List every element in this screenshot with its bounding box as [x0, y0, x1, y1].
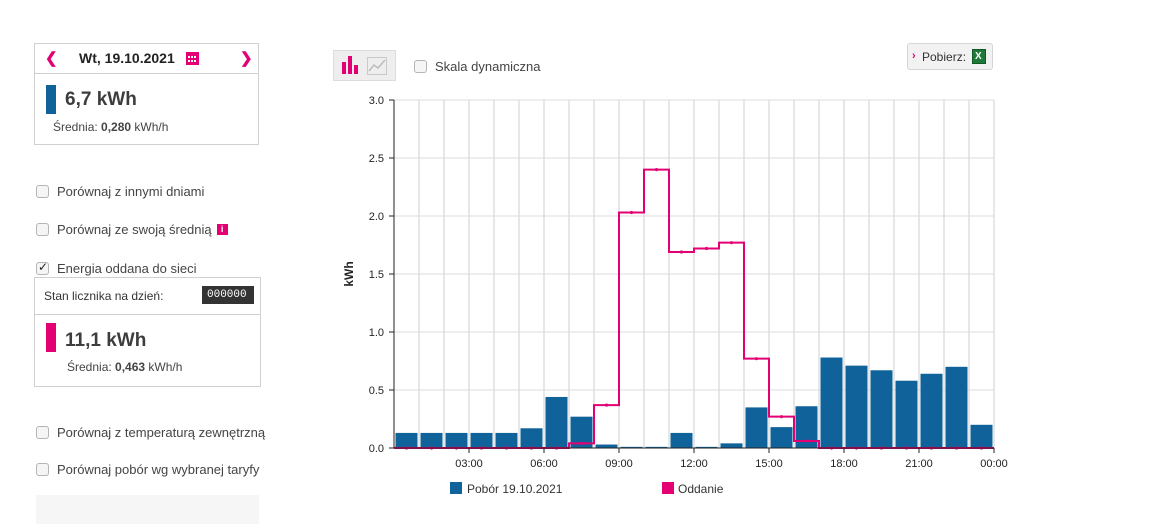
consumption-bar [495, 432, 518, 448]
excel-icon[interactable]: X [972, 49, 986, 64]
chart-type-toggle [333, 50, 396, 81]
checkmark-icon: ✓ [38, 260, 49, 275]
consumption-bar [645, 446, 668, 448]
returned-energy-point [629, 210, 634, 215]
x-tick-label: 18:00 [830, 458, 858, 470]
returned-energy-point [579, 441, 584, 445]
panel-footer-area [36, 495, 259, 524]
info-icon[interactable]: i [216, 224, 228, 236]
y-tick-label: 1.0 [369, 327, 384, 339]
x-tick-label: 21:00 [905, 458, 933, 470]
y-tick-label: 3.0 [369, 95, 384, 107]
consumption-bar [595, 444, 618, 448]
compare-days-checkbox[interactable] [36, 185, 49, 199]
returned-energy-point [679, 250, 684, 254]
x-tick-label: 03:00 [455, 458, 483, 470]
energy-returned-option[interactable]: ✓ Energia oddana do sieci [36, 260, 197, 277]
selected-date: Wt, 19.10.2021 [79, 50, 175, 66]
y-tick-label: 1.5 [369, 269, 384, 281]
x-tick-label: 06:00 [530, 458, 558, 470]
compare-tariff-checkbox[interactable] [36, 463, 49, 477]
meter-reading-label: Stan licznika na dzień: [44, 289, 164, 303]
returned-color-marker [46, 323, 56, 352]
consumption-average: Średnia: 0,280 kWh/h [53, 120, 169, 134]
compare-average-checkbox[interactable] [36, 223, 49, 237]
meter-reading-row: Stan licznika na dzień: 000000 [35, 278, 260, 315]
y-tick-label: 2.5 [369, 153, 384, 165]
consumption-bar [970, 424, 993, 448]
consumption-total: 6,7 kWh [65, 89, 137, 110]
consumption-bar [895, 380, 918, 448]
consumption-bar [820, 357, 843, 448]
date-summary-box: ❮ Wt, 19.10.2021 ❯ 6,7 kWh Średnia: 0,28… [34, 43, 259, 145]
consumption-bar [745, 407, 768, 448]
y-tick-label: 0.5 [369, 385, 384, 397]
x-tick-label: 15:00 [755, 458, 783, 470]
compare-temperature-checkbox[interactable] [36, 426, 49, 440]
consumption-bar [845, 365, 868, 448]
compare-tariff-option[interactable]: Porównaj pobór wg wybranej taryfy [36, 461, 259, 477]
consumption-bar [545, 396, 568, 448]
bar-chart-icon[interactable] [340, 56, 360, 76]
legend-swatch-returned [662, 482, 674, 494]
legend-swatch-consumption [450, 482, 462, 494]
returned-energy-point [804, 439, 809, 443]
consumption-bar [520, 428, 543, 448]
returned-average: Średnia: 0,463 kWh/h [67, 360, 183, 374]
consumption-bar [945, 366, 968, 448]
x-tick-label: 12:00 [680, 458, 708, 470]
returned-energy-point [654, 168, 659, 172]
prev-day-button[interactable]: ❮ [45, 50, 58, 67]
consumption-bar [920, 373, 943, 448]
legend-label-returned: Oddanie [678, 482, 724, 496]
compare-average-option[interactable]: Porównaj ze swoją średnią i [36, 221, 228, 237]
returned-energy-box: Stan licznika na dzień: 000000 11,1 kWh … [34, 277, 261, 387]
line-chart-icon[interactable] [367, 56, 387, 76]
chevron-right-icon: › [912, 50, 916, 62]
returned-energy-point [704, 246, 709, 251]
consumption-bar [695, 446, 718, 448]
download-button[interactable]: › Pobierz: X [907, 43, 993, 70]
returned-energy-point [754, 357, 759, 361]
consumption-bar [395, 432, 418, 448]
consumption-bar [570, 416, 593, 448]
consumption-bars [395, 357, 993, 448]
returned-energy-point [604, 403, 609, 407]
y-tick-label: 0.0 [369, 443, 384, 455]
calendar-icon[interactable] [186, 52, 199, 65]
returned-energy-point [729, 241, 734, 245]
energy-returned-checkbox[interactable]: ✓ [36, 260, 49, 276]
consumption-bar [470, 432, 493, 448]
meter-reading-input[interactable]: 000000 [202, 286, 254, 304]
consumption-bar [420, 432, 443, 448]
compare-days-option[interactable]: Porównaj z innymi dniami [36, 183, 204, 199]
dynamic-scale-checkbox[interactable] [414, 60, 427, 74]
chart-axes: 0.0 0.5 1.0 1.5 2.0 2.5 3.0 03:00 06:00 09:00 12:0… [369, 95, 1008, 470]
consumption-bar [870, 370, 893, 448]
legend-label-consumption: Pobór 19.10.2021 [467, 482, 563, 496]
date-navigator: ❮ Wt, 19.10.2021 ❯ [35, 44, 258, 74]
y-tick-label: 2.0 [369, 211, 384, 223]
returned-total: 11,1 kWh [65, 330, 147, 351]
dynamic-scale-option[interactable]: Skala dynamiczna [414, 58, 541, 74]
consumption-bar [670, 432, 693, 448]
consumption-bar [795, 406, 818, 448]
returned-energy-point [779, 415, 784, 419]
compare-temperature-option[interactable]: Porównaj z temperaturą zewnętrzną [36, 424, 265, 440]
x-tick-label: 09:00 [605, 458, 633, 470]
chart-legend: Pobór 19.10.2021 Oddanie [450, 482, 724, 496]
consumption-bar [770, 427, 793, 448]
consumption-color-marker [46, 85, 56, 114]
consumption-bar [445, 432, 468, 448]
y-axis-label: kWh [342, 261, 356, 286]
x-tick-label: 00:00 [980, 458, 1008, 470]
next-day-button[interactable]: ❯ [240, 50, 253, 67]
consumption-bar [720, 443, 743, 448]
consumption-bar [620, 446, 643, 448]
